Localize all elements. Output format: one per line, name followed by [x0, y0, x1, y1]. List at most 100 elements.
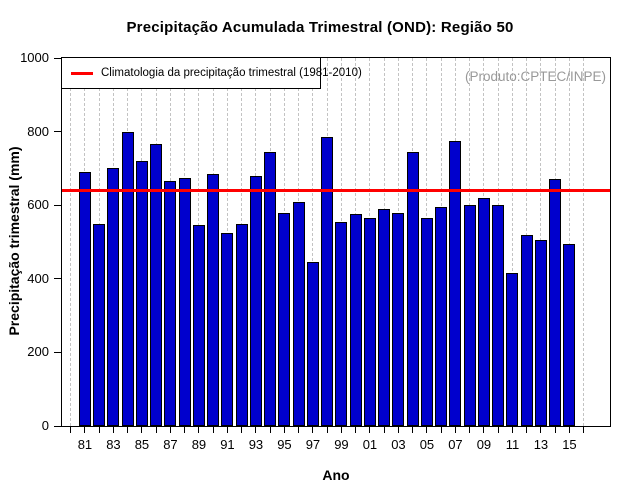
- bar-05: [420, 218, 433, 426]
- bar-99: [335, 222, 348, 426]
- bar-90: [207, 174, 220, 426]
- x-tick: [412, 427, 414, 433]
- x-axis-title: Ano: [322, 467, 350, 483]
- x-tick: [369, 427, 371, 433]
- x-tick: [70, 427, 72, 433]
- x-tick: [155, 427, 157, 433]
- x-tick: [141, 427, 143, 433]
- bar-01: [363, 218, 376, 426]
- bar-85: [135, 161, 148, 426]
- x-tick: [184, 427, 186, 433]
- x-tick-label-81: 81: [77, 437, 93, 452]
- x-tick: [212, 427, 214, 433]
- x-tick: [583, 427, 585, 433]
- x-tick-label-87: 87: [163, 437, 178, 452]
- x-tick-label-13: 13: [533, 437, 549, 452]
- x-tick-label-03: 03: [391, 437, 406, 452]
- bar-98: [321, 137, 334, 426]
- x-tick-label-01: 01: [362, 437, 378, 452]
- bar-09: [477, 198, 490, 426]
- bar-84: [121, 132, 134, 426]
- bar-11: [506, 273, 519, 426]
- bar-07: [449, 141, 462, 426]
- y-tick: [54, 204, 61, 206]
- x-tick-label-89: 89: [191, 437, 207, 452]
- x-tick-label-85: 85: [134, 437, 150, 452]
- gridline-year: [511, 58, 513, 426]
- bar-89: [192, 225, 205, 426]
- x-tick-label-05: 05: [419, 437, 435, 452]
- bar-81: [78, 172, 91, 426]
- x-tick-label-11: 11: [505, 437, 520, 452]
- y-tick: [54, 278, 61, 280]
- x-tick-label-15: 15: [562, 437, 577, 452]
- bar-08: [463, 205, 476, 426]
- x-tick-label-95: 95: [277, 437, 292, 452]
- y-tick-label-1000: 1000: [20, 50, 49, 65]
- x-tick: [198, 427, 200, 433]
- bar-12: [520, 235, 533, 426]
- gridline-year: [568, 58, 570, 426]
- bar-10: [492, 205, 505, 426]
- x-tick: [554, 427, 556, 433]
- x-tick: [312, 427, 314, 433]
- x-tick: [127, 427, 129, 433]
- x-tick: [540, 427, 542, 433]
- bar-03: [392, 213, 405, 426]
- bar-95: [278, 213, 291, 426]
- y-tick-label-0: 0: [41, 418, 49, 433]
- x-tick: [511, 427, 513, 433]
- x-tick: [469, 427, 471, 433]
- x-tick: [112, 427, 114, 433]
- bar-14: [549, 179, 562, 426]
- y-tick-label-800: 800: [27, 123, 49, 139]
- bar-88: [178, 178, 191, 426]
- bar-87: [164, 181, 177, 426]
- gridline-year: [583, 58, 585, 426]
- x-tick: [255, 427, 257, 433]
- legend: Climatologia da precipitação trimestral …: [61, 57, 362, 89]
- x-tick-label-93: 93: [248, 437, 264, 452]
- y-tick: [54, 131, 61, 133]
- bar-86: [150, 144, 163, 426]
- x-tick: [397, 427, 399, 433]
- bar-04: [406, 152, 419, 426]
- y-axis-title: Precipitação trimestral (mm): [6, 146, 22, 336]
- bar-02: [378, 209, 391, 426]
- chart-title: Precipitação Acumulada Trimestral (OND):…: [126, 19, 514, 36]
- bar-96: [292, 202, 305, 426]
- bar-83: [107, 168, 120, 426]
- x-tick: [483, 427, 485, 433]
- y-tick-label-600: 600: [27, 197, 49, 213]
- x-tick: [497, 427, 499, 433]
- bar-92: [235, 224, 248, 426]
- y-tick: [54, 57, 61, 59]
- x-tick: [526, 427, 528, 433]
- x-tick: [283, 427, 285, 433]
- gridline-year: [312, 58, 314, 426]
- x-tick: [383, 427, 385, 433]
- x-tick: [84, 427, 86, 433]
- x-tick-label-09: 09: [476, 437, 492, 452]
- y-tick-label-400: 400: [27, 270, 49, 286]
- y-tick-label-200: 200: [27, 344, 49, 360]
- x-tick-label-07: 07: [448, 437, 463, 452]
- legend-climatology-label: Climatologia da precipitação trimestral …: [101, 67, 362, 79]
- climatology-line: [62, 188, 610, 192]
- x-tick: [169, 427, 171, 433]
- bar-93: [249, 176, 262, 426]
- gridline-year: [70, 58, 72, 426]
- bar-91: [221, 233, 234, 426]
- x-tick: [298, 427, 300, 433]
- x-tick: [355, 427, 357, 433]
- x-tick-label-83: 83: [106, 437, 121, 452]
- bar-13: [534, 240, 547, 426]
- y-tick: [54, 351, 61, 353]
- x-tick-label-91: 91: [220, 437, 235, 452]
- bar-00: [349, 214, 362, 426]
- x-tick-label-97: 97: [305, 437, 321, 452]
- x-tick: [326, 427, 328, 433]
- bar-06: [435, 207, 448, 426]
- x-tick: [426, 427, 428, 433]
